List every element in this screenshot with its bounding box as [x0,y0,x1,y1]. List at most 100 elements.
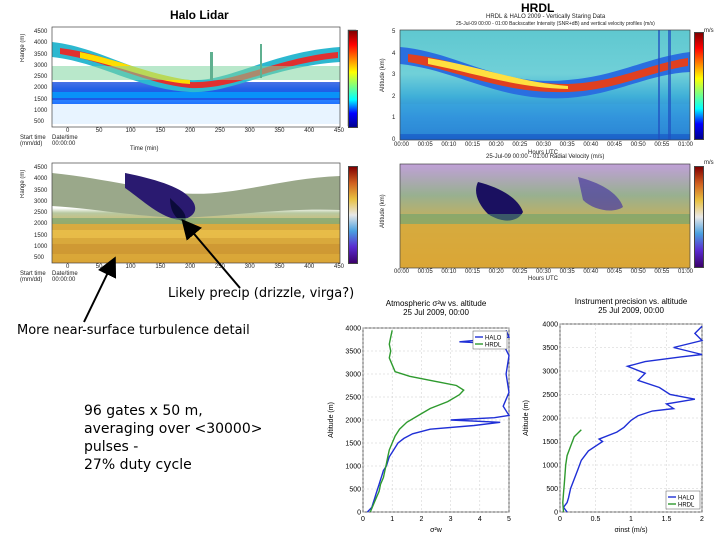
y-tick-label: 3000 [345,372,361,379]
hrdl-top-hour-tick: 00:10 [441,142,457,148]
hrdl-bottom-colorbar [694,166,704,268]
halo-bottom-x-tick: 200 [185,264,196,270]
hrdl-top-hour-tick: 01:00 [678,142,694,148]
hrdl-bottom-hour-tick: 00:55 [654,269,670,275]
halo-bottom-y-tick: 2500 [34,210,48,216]
legend-label: HRDL [485,343,502,349]
halo-bottom-y-tick: 4500 [34,165,48,171]
hrdl-bottom-hour-tick: 00:30 [536,269,552,275]
halo-top-y-tick: 1000 [34,107,48,114]
halo-bottom-x-tick: 450 [334,264,345,270]
y-tick-label: 1500 [542,439,558,446]
hrdl-top-hour-tick: 00:00 [394,142,410,148]
halo-bottom-y-tick: 4000 [34,176,48,183]
halo-backscatter-image [51,26,357,128]
y-tick-label: 3500 [542,345,558,352]
halo-top-y-tick: 4000 [34,40,48,47]
hrdl-bottom-hour-tick: 00:25 [512,269,528,275]
halo-top-x-tick: 0 [66,128,70,134]
x-tick-label: 2 [419,516,423,523]
halo-top-x-tick: 300 [244,128,255,134]
halo-top-y-tick: 1500 [34,96,48,103]
x-axis-label: σinst (m/s) [614,527,647,534]
halo-top-date-label: Date/time 00:00:00 [52,135,78,147]
turbulence-annotation: More near-surface turbulence detail [17,323,250,338]
halo-top-x-tick: 100 [125,128,136,134]
y-tick-label: 4000 [345,326,361,333]
x-tick-label: 1.5 [662,516,672,523]
y-tick-label: 500 [546,486,558,493]
y-axis-label: Altitude (m) [328,402,335,438]
hrdl-top-km-tick: 5 [392,29,396,35]
halo-bottom-y-tick: 2000 [34,221,48,228]
halo-velocity-image [51,162,341,264]
series-line-hrdl [369,330,465,513]
y-tick-label: 0 [357,510,361,517]
hrdl-top-km-tick: 4 [392,50,396,57]
hrdl-top-km-tick: 3 [392,72,396,79]
hrdl-top-hour-tick: 00:40 [583,142,599,148]
halo-bottom-y-tick: 3500 [34,187,48,194]
hrdl-top-cb-unit: m/s [704,28,714,34]
hrdl-bottom-hour-tick: 00:00 [394,269,410,275]
hrdl-top-hour-tick: 00:35 [559,142,575,148]
halo-bottom-start-label: Start time (mm/dd) [20,271,46,283]
gates-annotation: 96 gates x 50 m, averaging over <30000> … [84,403,263,473]
halo-top-x-tick: 350 [274,128,285,134]
hrdl-top-km-tick: 0 [392,137,396,143]
hrdl-velocity-panel: 25-Jul-09 00:00 - 01:00 Radial Velocity … [378,152,720,282]
x-tick-label: 4 [478,516,482,523]
halo-top-x-tick: 400 [304,128,315,134]
halo-velocity-panel: Range (m) Start time (mm/dd) Date/time 0… [20,158,380,288]
halo-bottom-colorbar [348,166,358,264]
y-tick-label: 2500 [345,395,361,402]
turbulence-arrow [83,256,117,323]
halo-bottom-date-label: Date/time 00:00:00 [52,271,78,283]
hrdl-bottom-title: 25-Jul-09 00:00 - 01:00 Radial Velocity … [486,154,605,160]
halo-bottom-x-tick: 0 [66,264,70,270]
hrdl-bottom-hour-tick: 00:10 [441,269,457,275]
hrdl-top-hour-tick: 00:05 [417,142,433,148]
halo-backscatter-panel: Range (m) Time (min) Start time (mm/dd) … [20,22,380,152]
halo-bottom-x-tick: 100 [125,264,136,270]
x-tick-label: 2 [700,516,704,523]
hrdl-top-hour-tick: 00:55 [654,142,670,148]
hrdl-bottom-hour-tick: 00:45 [607,269,623,275]
halo-top-xlabel: Time (min) [130,146,159,152]
hrdl-top-hour-tick: 00:25 [512,142,528,148]
x-tick-label: 1 [629,516,633,523]
x-axis-label: σ²w [430,527,443,534]
halo-top-x-tick: 200 [185,128,196,134]
halo-top-y-tick: 3000 [34,62,48,69]
legend-label: HRDL [678,503,695,509]
y-tick-label: 0 [554,510,558,517]
halo-bottom-x-tick: 250 [214,264,225,270]
halo-bottom-x-tick: 300 [244,264,255,270]
halo-bottom-y-tick: 1500 [34,232,48,239]
x-tick-label: 5 [507,516,511,523]
hrdl-bottom-hour-tick: 00:35 [559,269,575,275]
precip-annotation: Likely precip (drizzle, virga?) [168,286,355,301]
halo-top-y-tick: 2500 [34,74,48,80]
hrdl-top-hour-tick: 00:15 [465,142,481,148]
hrdl-top-hour-tick: 00:45 [607,142,623,148]
y-tick-label: 2000 [345,418,361,425]
series-line-halo [562,325,704,513]
hrdl-top-hour-tick: 00:50 [630,142,646,148]
hrdl-backscatter-image [399,29,691,141]
hrdl-top-xlabel: Hours UTC [528,150,559,156]
halo-lidar-header: Halo Lidar [170,8,229,22]
halo-top-colorbar [348,30,358,128]
hrdl-bottom-hour-tick: 00:15 [465,269,481,275]
halo-bottom-x-tick: 150 [155,264,166,270]
halo-bottom-x-tick: 400 [304,264,315,270]
halo-top-x-tick: 250 [214,128,225,134]
halo-top-y-tick: 500 [34,119,45,125]
hrdl-top-title2: 25-Jul-09 00:00 - 01:00 Backscatter Inte… [456,21,655,27]
x-tick-label: 1 [390,516,394,523]
y-tick-label: 1000 [542,463,558,470]
x-tick-label: 0.5 [591,516,601,523]
halo-top-start-label: Start time (mm/dd) [20,135,46,147]
chart-title: Atmospheric σ²w vs. altitude [386,300,487,308]
